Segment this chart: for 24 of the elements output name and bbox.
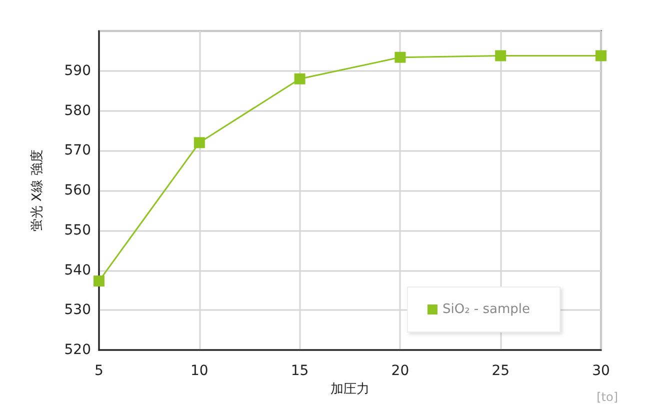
point [194,137,205,148]
point [394,52,406,63]
point [596,50,606,62]
y-tick-label: 590 [64,62,91,79]
y-tick-label: 550 [64,222,91,238]
y-tick-label: 560 [64,182,91,198]
y-tick-label: 520 [64,342,91,358]
y-axis-title: 蛍光 X線 強度 [29,149,45,232]
point [94,276,104,287]
point [495,50,506,62]
point [294,73,306,84]
x-tick-label: 30 [592,363,610,379]
x-tick-label: 25 [492,363,510,379]
y-tick-label: 570 [64,142,91,159]
y-tick-label: 580 [64,102,91,119]
x-tick-label: 15 [290,363,309,379]
y-tick-label: 530 [64,302,91,318]
x-axis-title: 加圧力 [330,382,370,397]
x-tick-label: 5 [94,363,104,379]
y-tick-label: 540 [64,262,91,278]
x-tick-label: 20 [391,363,410,379]
text: [to] [596,390,618,404]
x-tick-label: 10 [190,363,208,379]
legend-label: SiO₂ - sample [442,302,530,317]
